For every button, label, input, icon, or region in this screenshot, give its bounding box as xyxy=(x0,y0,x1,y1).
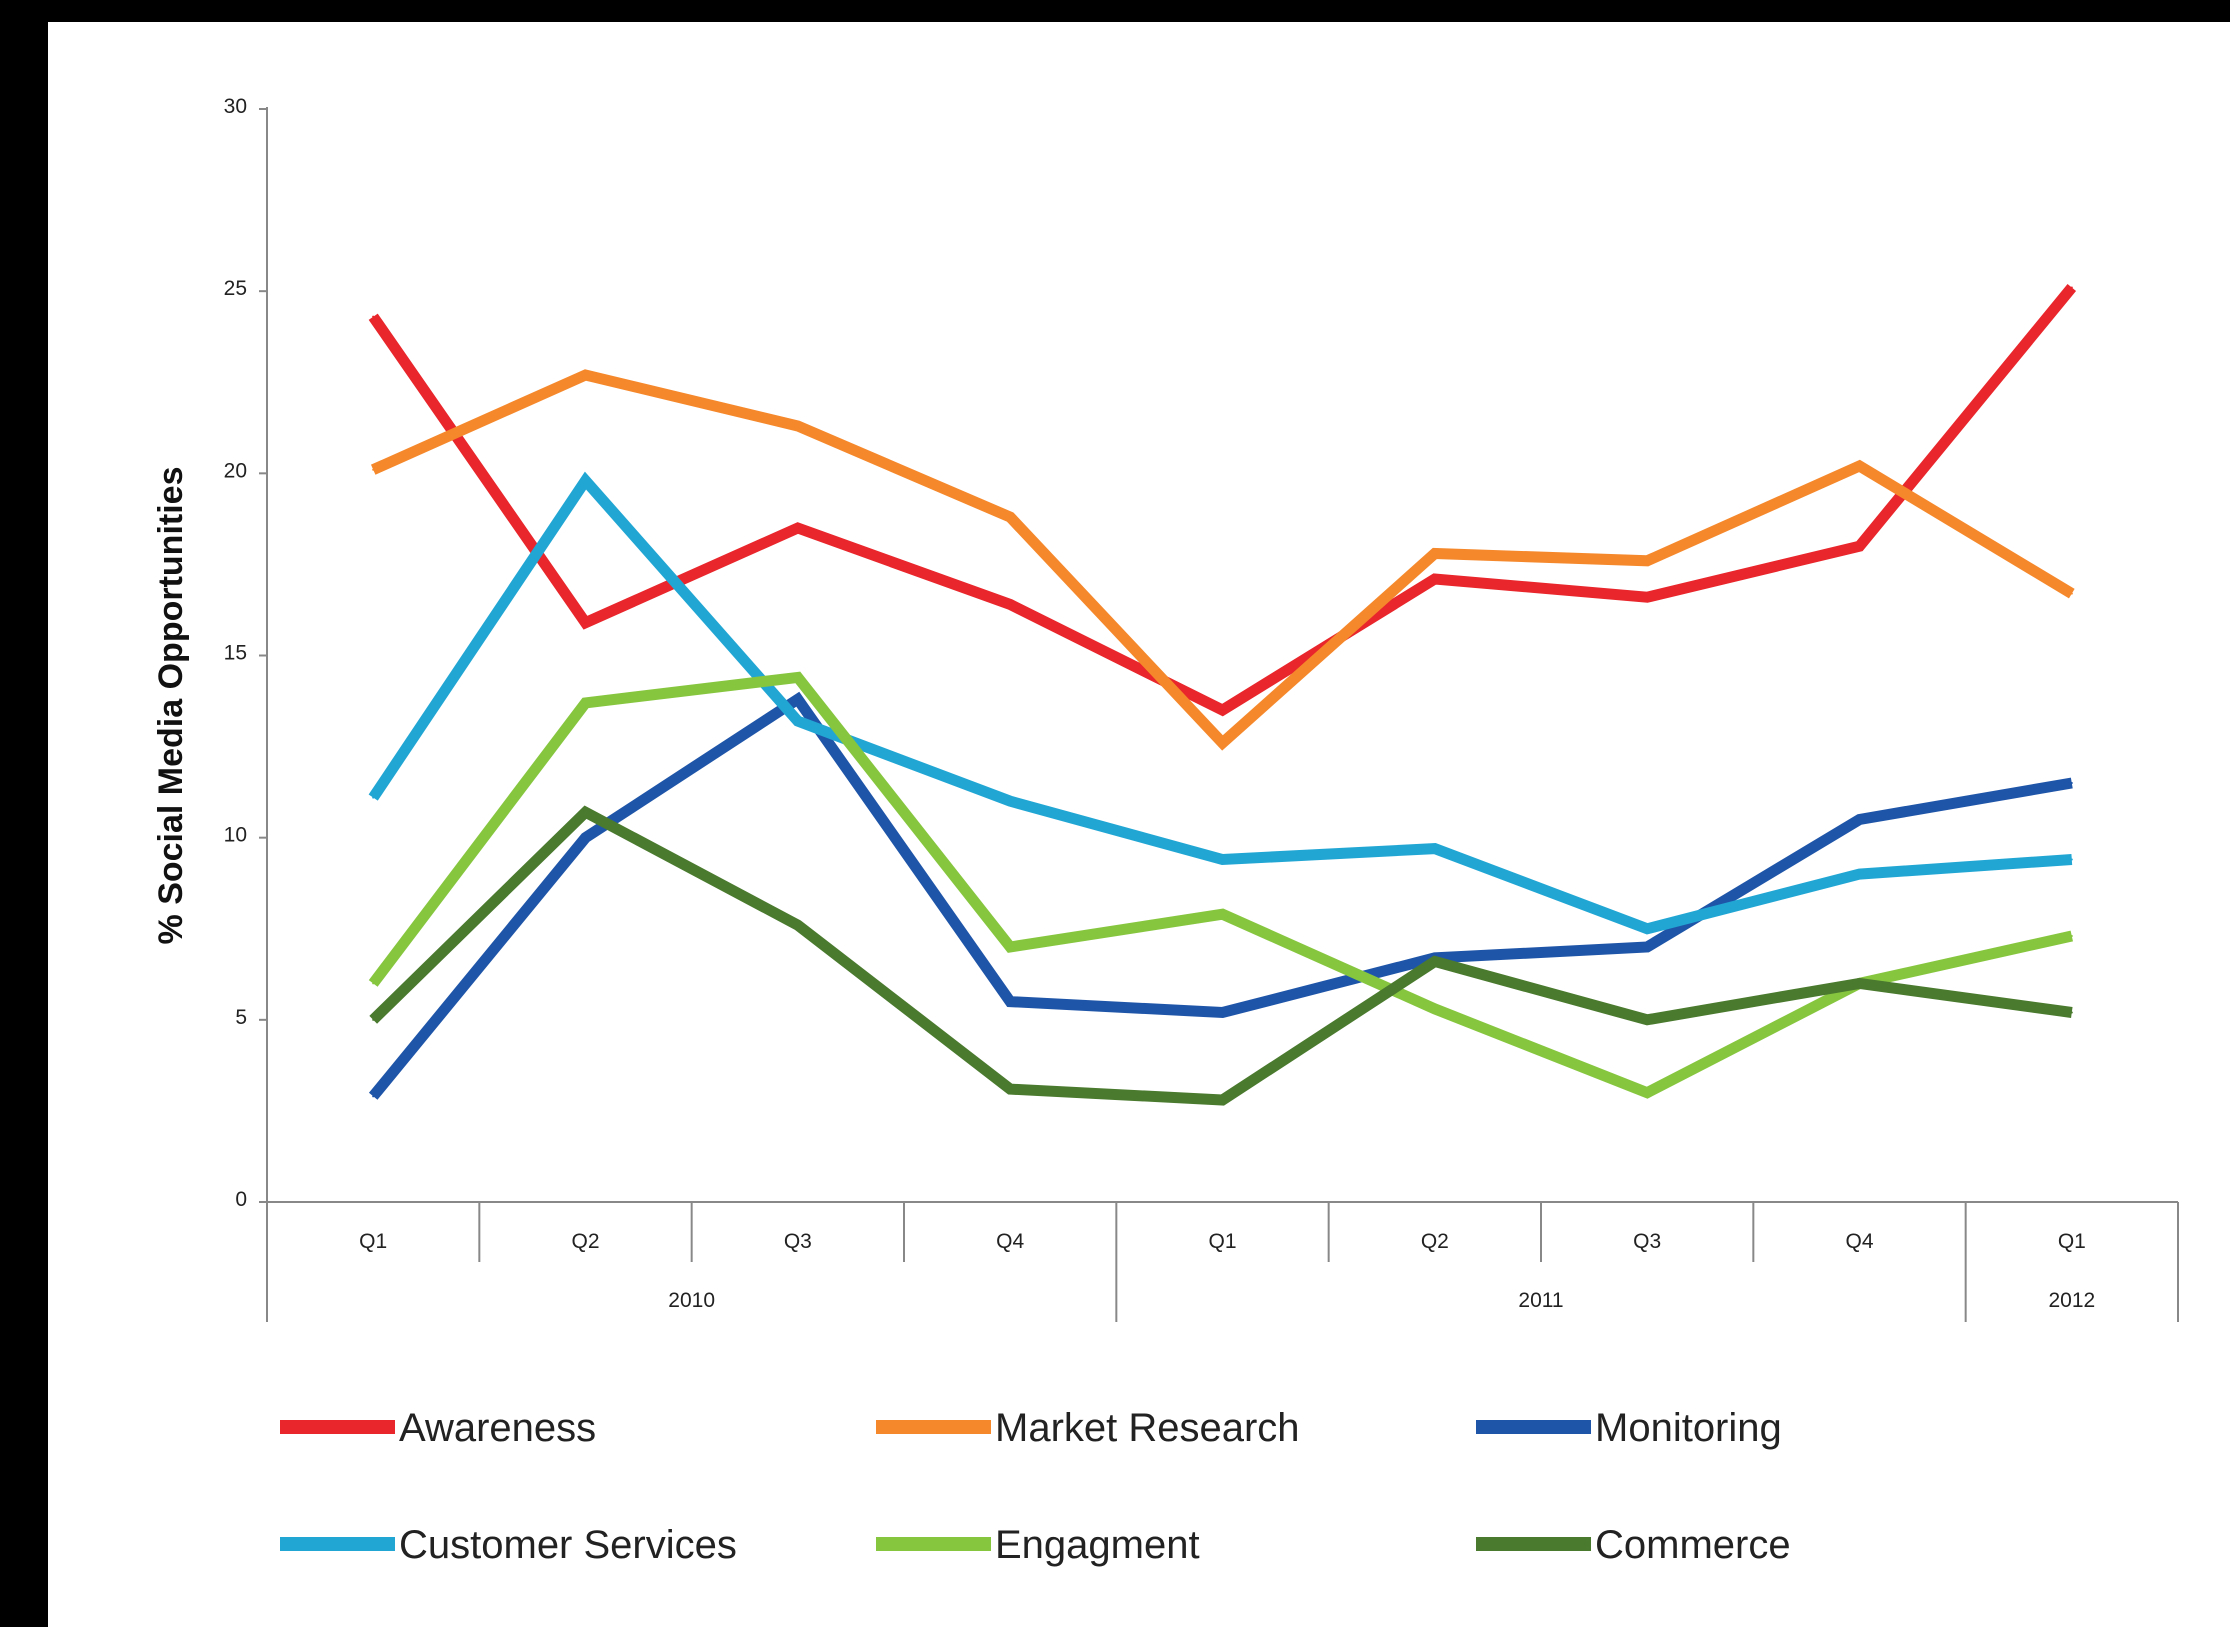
x-tick-label: Q1 xyxy=(1208,1230,1236,1253)
data-point xyxy=(372,982,375,985)
data-point xyxy=(1646,596,1649,599)
y-tick-label: 30 xyxy=(224,95,247,118)
data-point xyxy=(2070,935,2073,938)
data-point xyxy=(372,468,375,471)
x-tick-label: Q1 xyxy=(2058,1230,2086,1253)
data-point xyxy=(372,796,375,799)
y-tick-label: 10 xyxy=(224,824,247,847)
series-line-monitoring xyxy=(368,691,2073,1100)
y-tick-label: 5 xyxy=(235,1006,247,1029)
data-point xyxy=(1433,577,1436,580)
data-point xyxy=(1433,960,1436,963)
data-point xyxy=(1221,1098,1224,1101)
series-lines xyxy=(368,284,2077,1106)
data-point xyxy=(796,676,799,679)
data-point xyxy=(796,720,799,723)
legend-label: Commerce xyxy=(1595,1523,1791,1567)
legend: Awareness Market Research Monitoring Custom… xyxy=(280,1406,1791,1567)
data-point xyxy=(2070,782,2073,785)
legend-item: Market Research xyxy=(876,1406,1300,1450)
data-point xyxy=(796,698,799,701)
year-label: 2012 xyxy=(2048,1289,2095,1312)
data-point xyxy=(1221,913,1224,916)
legend-label: Monitoring xyxy=(1595,1406,1782,1450)
data-point xyxy=(1221,1011,1224,1014)
data-point xyxy=(584,479,587,482)
data-point xyxy=(2070,592,2073,595)
x-tick-label: Q4 xyxy=(996,1230,1024,1253)
data-point xyxy=(1221,741,1224,744)
data-point xyxy=(1009,603,1012,606)
data-point xyxy=(1221,709,1224,712)
legend-item: Commerce xyxy=(1476,1523,1791,1567)
data-point xyxy=(1646,945,1649,948)
data-point xyxy=(584,621,587,624)
data-point xyxy=(2070,286,2073,289)
data-point xyxy=(1009,945,1012,948)
line-chart: 0 5 10 15 20 25 30 % Social Media Opportunities… xyxy=(152,95,2179,1567)
y-tick-label: 20 xyxy=(224,459,247,482)
data-point xyxy=(1433,847,1436,850)
data-point xyxy=(1858,982,1861,985)
y-tick-label: 0 xyxy=(235,1188,247,1211)
data-point xyxy=(584,836,587,839)
legend-item: Engagment xyxy=(876,1523,1200,1567)
data-point xyxy=(1646,927,1649,930)
data-point xyxy=(1858,873,1861,876)
data-point xyxy=(2070,1011,2073,1014)
data-point xyxy=(372,315,375,318)
legend-item: Awareness xyxy=(280,1406,596,1450)
year-label: 2011 xyxy=(1518,1289,1563,1312)
legend-label: Market Research xyxy=(995,1406,1300,1450)
data-point xyxy=(1009,516,1012,519)
x-tick-label: Q3 xyxy=(784,1230,812,1253)
data-point xyxy=(796,424,799,427)
data-point xyxy=(584,811,587,814)
data-point xyxy=(1221,858,1224,861)
data-point xyxy=(584,373,587,376)
legend-label: Engagment xyxy=(995,1523,1200,1567)
y-axis-title: % Social Media Opportunities xyxy=(152,467,190,945)
legend-item: Customer Services xyxy=(280,1523,737,1567)
year-label: 2010 xyxy=(668,1289,715,1312)
data-point xyxy=(1009,1000,1012,1003)
data-point xyxy=(1433,552,1436,555)
x-tick-label: Q1 xyxy=(359,1230,387,1253)
data-point xyxy=(372,1095,375,1098)
data-point xyxy=(1009,1088,1012,1091)
y-tick-label: 25 xyxy=(224,277,247,300)
legend-label: Awareness xyxy=(399,1406,596,1450)
data-point xyxy=(1858,545,1861,548)
data-point xyxy=(796,526,799,529)
data-point xyxy=(1433,1007,1436,1010)
data-point xyxy=(372,1018,375,1021)
legend-label: Customer Services xyxy=(399,1523,737,1567)
legend-item: Monitoring xyxy=(1476,1406,1782,1450)
x-tick-label: Q3 xyxy=(1633,1230,1661,1253)
data-point xyxy=(1009,800,1012,803)
data-point xyxy=(584,701,587,704)
data-point xyxy=(1858,465,1861,468)
data-point xyxy=(1646,559,1649,562)
data-point xyxy=(1858,818,1861,821)
y-tick-label: 15 xyxy=(224,642,247,665)
data-point xyxy=(796,924,799,927)
data-point xyxy=(1646,1018,1649,1021)
data-point xyxy=(2070,858,2073,861)
axes: 0 5 10 15 20 25 30 % Social Media Opportunities… xyxy=(152,95,2179,1322)
x-tick-label: Q2 xyxy=(1421,1230,1449,1253)
data-point xyxy=(1646,1091,1649,1094)
chart-panel: 0 5 10 15 20 25 30 % Social Media Opportunities… xyxy=(48,22,2230,1627)
x-tick-label: Q4 xyxy=(1845,1230,1873,1253)
series-line-awareness xyxy=(368,284,2077,717)
x-tick-label: Q2 xyxy=(571,1230,599,1253)
